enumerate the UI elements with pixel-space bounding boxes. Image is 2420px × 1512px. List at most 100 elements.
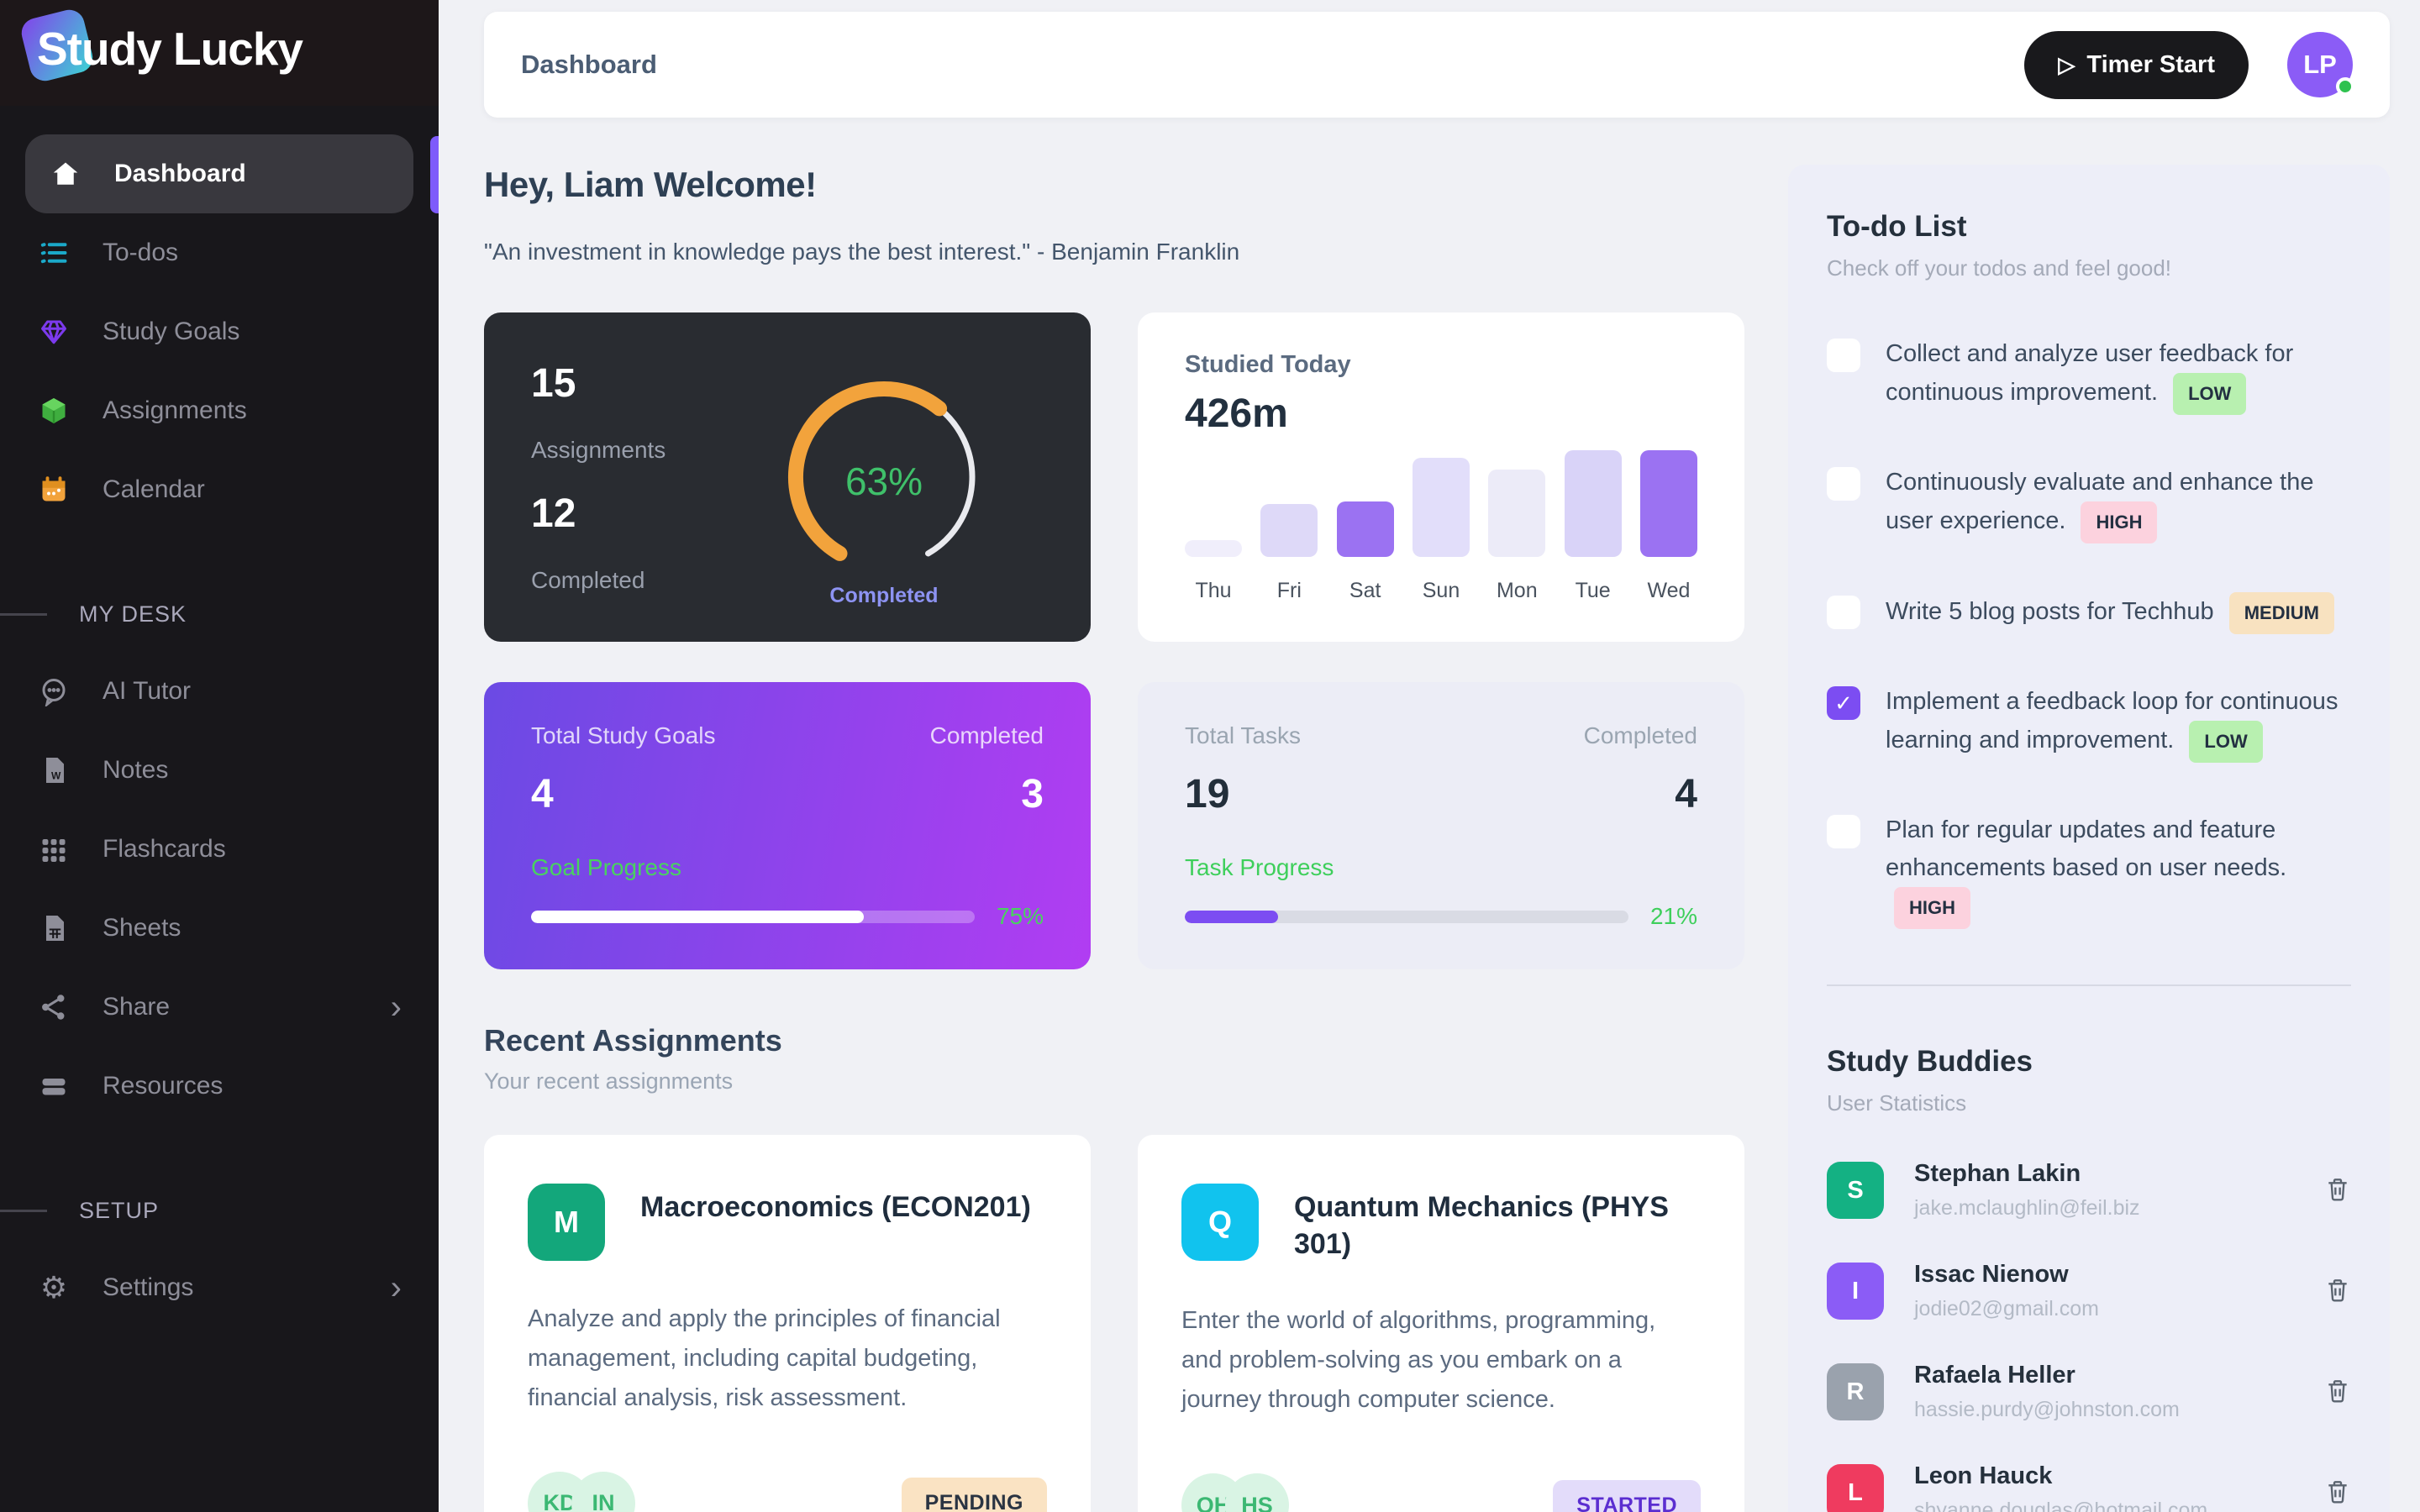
sidebar-item-study-goals[interactable]: Study Goals [0, 292, 439, 371]
goal-progress-label: Goal Progress [531, 854, 681, 880]
bar-sun [1412, 457, 1470, 557]
sidebar-item-resources[interactable]: Resources [0, 1047, 439, 1126]
buddy-name: Issac Nienow [1914, 1261, 2069, 1289]
todo-checkbox-checked[interactable] [1827, 686, 1860, 721]
buddy-name: Stephan Lakin [1914, 1160, 2081, 1188]
gem-icon [37, 315, 71, 349]
bar-wed [1639, 450, 1697, 557]
buddy-avatar: S [1827, 1162, 1884, 1220]
page-title: Dashboard [521, 50, 657, 79]
buddy-row: R Rafaela Heller hassie.purdy@johnston.c… [1827, 1362, 2351, 1422]
assignments-total: 15 [531, 361, 576, 406]
todo-checkbox[interactable] [1827, 467, 1860, 501]
buddy-avatar: R [1827, 1363, 1884, 1421]
assignments-completed-label: Completed [531, 567, 645, 593]
logo: Study Lucky [0, 0, 439, 106]
section-dash [0, 1209, 47, 1212]
sidebar-item-settings[interactable]: ⚙ Settings › [0, 1248, 439, 1327]
tasks-completed: 4 [1675, 772, 1697, 816]
sidebar-item-flashcards[interactable]: Flashcards [0, 810, 439, 889]
goals-total: 4 [531, 772, 554, 816]
todo-checkbox[interactable] [1827, 815, 1860, 849]
share-icon [37, 990, 71, 1024]
active-indicator [430, 136, 439, 213]
tasks-card: Total Tasks 19 Completed 4 Task Progress [1138, 682, 1744, 969]
assignment-card-quantum-mechanics[interactable]: Q Quantum Mechanics (PHYS 301) Enter the… [1138, 1135, 1744, 1512]
goal-progress-bar [531, 910, 975, 923]
avatar: IN [571, 1471, 635, 1512]
buddy-avatar: I [1827, 1263, 1884, 1320]
studied-today-label: Studied Today [1185, 351, 1351, 378]
calendar-icon [37, 473, 71, 507]
tasks-label: Total Tasks [1185, 722, 1301, 748]
sidebar: Study Lucky Dashboard To-dos Study Goals [0, 0, 439, 1512]
bar-thu [1185, 539, 1242, 557]
chevron-right-icon: › [390, 1269, 402, 1306]
buddy-row: L Leon Hauck shyanne.douglas@hotmail.com [1827, 1462, 2351, 1512]
sidebar-item-todos[interactable]: To-dos [0, 213, 439, 292]
delete-buddy-icon[interactable] [2324, 1377, 2351, 1408]
delete-buddy-icon[interactable] [2324, 1478, 2351, 1509]
sheet-doc-icon [37, 911, 71, 945]
section-my-desk: MY DESK [0, 585, 439, 643]
status-badge: PENDING [901, 1478, 1047, 1512]
sidebar-item-assignments[interactable]: Assignments [0, 371, 439, 450]
weekly-bar-chart [1185, 450, 1697, 557]
todo-item: Plan for regular updates and feature enh… [1827, 811, 2351, 930]
buddy-row: I Issac Nienow jodie02@gmail.com [1827, 1261, 2351, 1321]
assignments-total-label: Assignments [531, 437, 666, 463]
study-goals-card: Total Study Goals 4 Completed 3 Goal Pro… [484, 682, 1091, 969]
assignment-card-macroeconomics[interactable]: M Macroeconomics (ECON201) Analyze and a… [484, 1135, 1091, 1512]
bar-sat [1336, 501, 1394, 557]
sidebar-item-calendar[interactable]: Calendar [0, 450, 439, 529]
gear-icon: ⚙ [39, 1270, 68, 1305]
goals-label: Total Study Goals [531, 722, 716, 748]
recent-assignments-subtitle: Your recent assignments [484, 1068, 734, 1094]
buddy-email: jodie02@gmail.com [1914, 1297, 2099, 1321]
section-dash [0, 612, 47, 616]
buddy-email: jake.mclaughlin@feil.biz [1914, 1196, 2140, 1221]
sidebar-item-dashboard[interactable]: Dashboard [25, 134, 413, 213]
quote-text: "An investment in knowledge pays the bes… [484, 239, 1240, 265]
section-setup: SETUP [0, 1181, 439, 1240]
goals-completed-label: Completed [929, 722, 1044, 748]
todo-checkbox[interactable] [1827, 596, 1860, 630]
tasks-completed-label: Completed [1583, 722, 1697, 748]
todo-item: Write 5 blog posts for Techhub MEDIUM [1827, 592, 2351, 635]
delete-buddy-icon[interactable] [2324, 1175, 2351, 1206]
divider [1827, 984, 2351, 987]
todo-list-subtitle: Check off your todos and feel good! [1827, 255, 2172, 281]
sidebar-nav: Dashboard To-dos Study Goals Assignments… [0, 134, 439, 1327]
buddy-name: Leon Hauck [1914, 1462, 2053, 1490]
user-avatar[interactable]: LP [2287, 32, 2354, 97]
sidebar-item-ai-tutor[interactable]: AI Tutor [0, 652, 439, 731]
home-icon [49, 157, 82, 191]
priority-badge: LOW [2173, 372, 2247, 416]
assignments-completed: 12 [531, 491, 576, 536]
timer-start-button[interactable]: ▷ Timer Start [2024, 30, 2249, 99]
bar-mon [1488, 469, 1546, 557]
svg-text:W: W [51, 770, 61, 782]
buddy-email: hassie.purdy@johnston.com [1914, 1398, 2180, 1422]
studied-today-value: 426m [1185, 391, 1288, 436]
todo-item: Implement a feedback loop for continuous… [1827, 683, 2351, 764]
course-icon: Q [1181, 1184, 1259, 1261]
todo-checkbox[interactable] [1827, 339, 1860, 372]
assignments-stats-card: 15 Assignments 12 Completed 63% Complete… [484, 312, 1091, 642]
todo-item: Continuously evaluate and enhance the us… [1827, 464, 2351, 544]
tasks-total: 19 [1185, 772, 1230, 816]
task-progress-label: Task Progress [1185, 854, 1334, 880]
studied-today-card: Studied Today 426m Thu Fri Sat Sun Mon Tue Wed [1138, 312, 1744, 642]
goal-progress-percent: 75% [996, 903, 1044, 929]
sidebar-item-sheets[interactable]: Sheets [0, 889, 439, 968]
sidebar-item-notes[interactable]: W Notes [0, 731, 439, 810]
status-badge: STARTED [1553, 1479, 1701, 1512]
assignment-description: Enter the world of algorithms, programmi… [1181, 1307, 1656, 1414]
assignee-avatars: KD IN [528, 1471, 635, 1512]
sidebar-item-share[interactable]: Share › [0, 968, 439, 1047]
task-progress-bar [1185, 910, 1628, 923]
buddy-email: shyanne.douglas@hotmail.com [1914, 1499, 2208, 1512]
delete-buddy-icon[interactable] [2324, 1276, 2351, 1307]
play-icon: ▷ [2058, 51, 2075, 77]
study-buddies-title: Study Buddies [1827, 1045, 2033, 1079]
